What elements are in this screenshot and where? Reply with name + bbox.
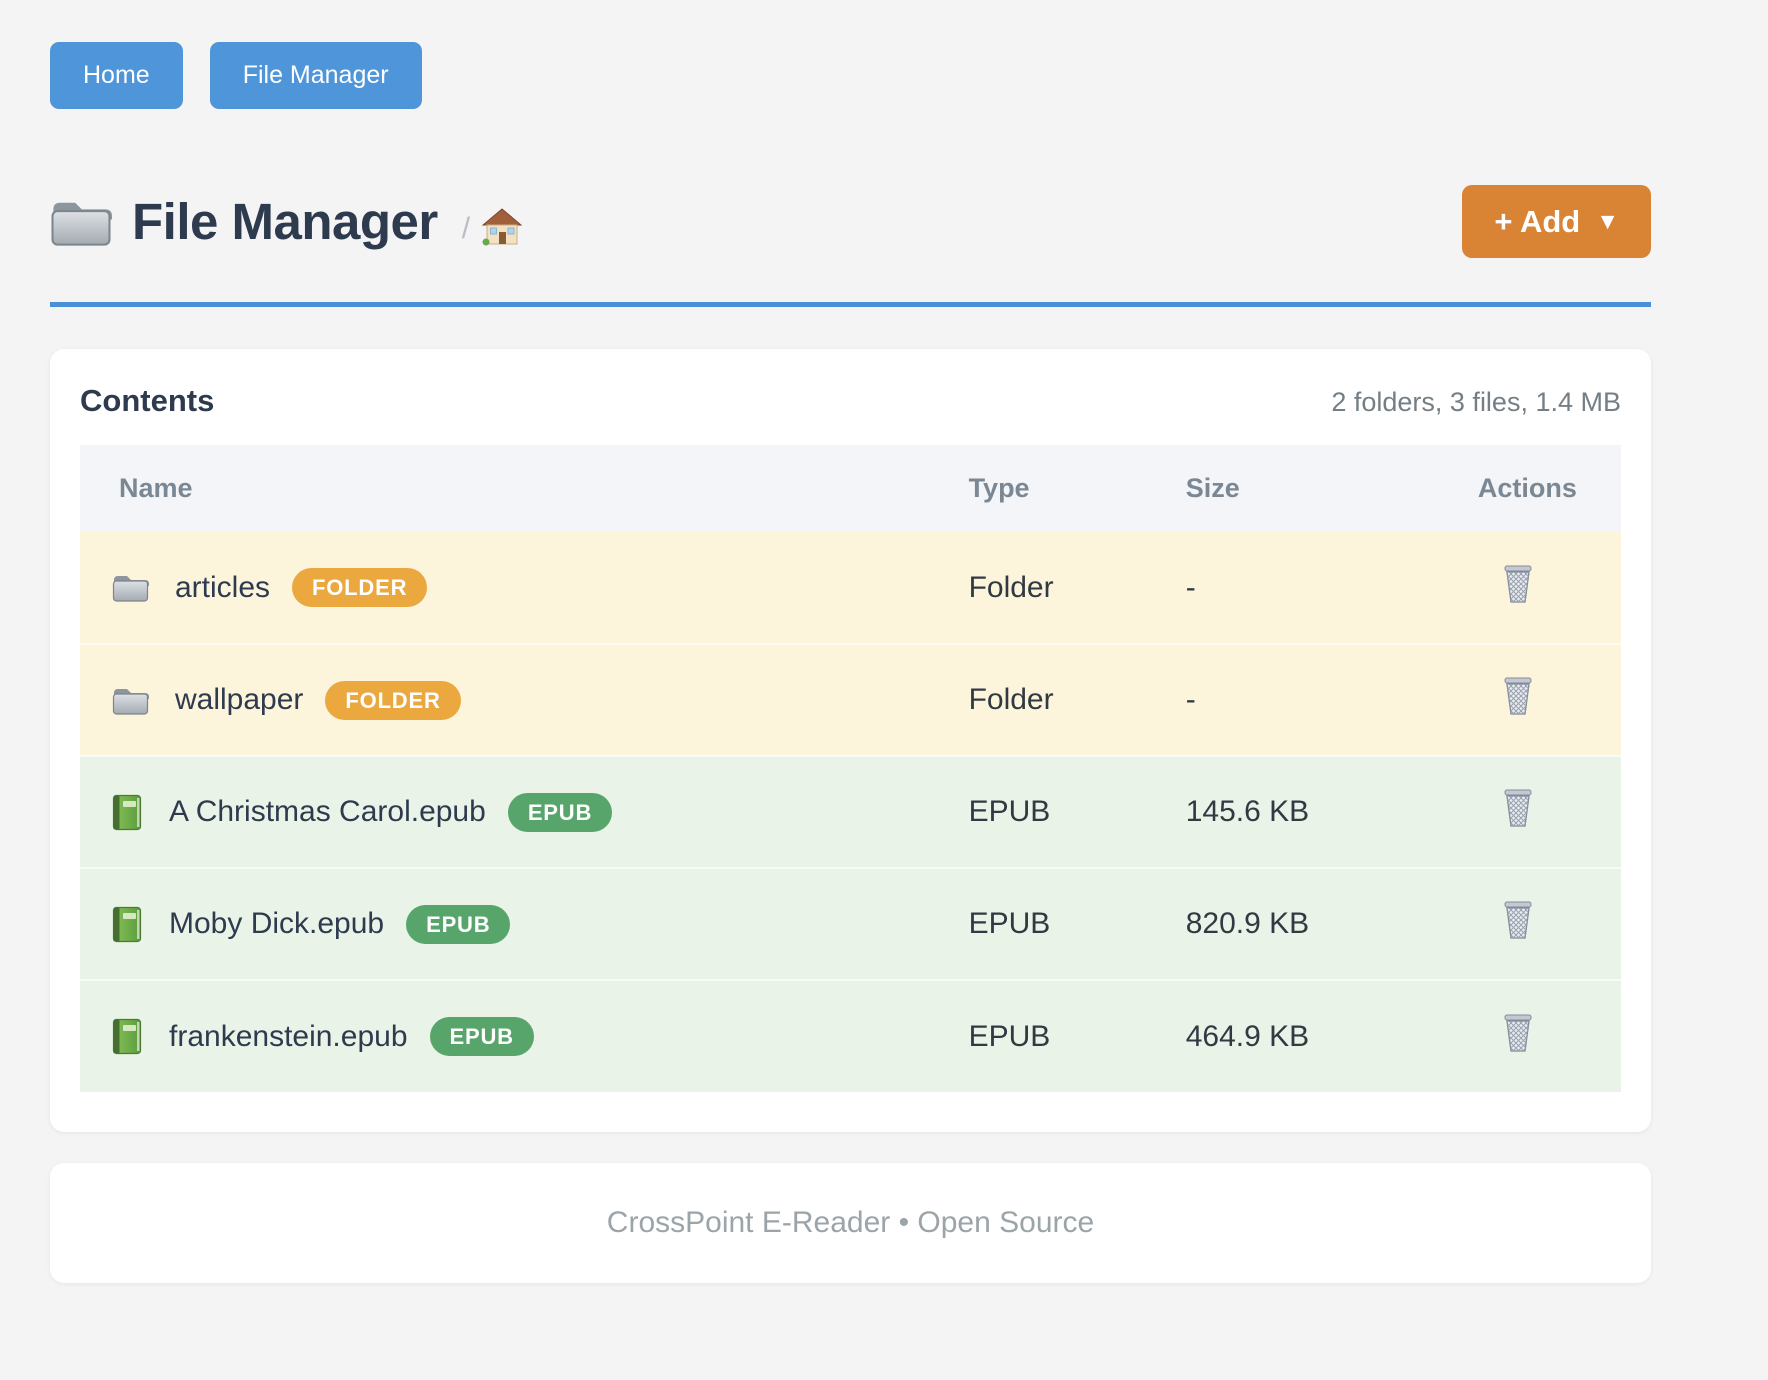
column-header-size: Size <box>1185 445 1461 532</box>
page-header: File Manager / + Add ▼ <box>50 185 1651 258</box>
nav-button-file-manager[interactable]: File Manager <box>209 42 422 109</box>
title-group: File Manager / <box>50 192 522 251</box>
column-header-name: Name <box>80 445 969 532</box>
contents-card-header: Contents 2 folders, 3 files, 1.4 MB <box>80 383 1621 419</box>
size-cell: 464.9 KB <box>1185 979 1461 1092</box>
file-name-link[interactable]: frankenstein.epub <box>169 1019 408 1053</box>
delete-button[interactable] <box>1461 676 1535 716</box>
trash-icon <box>1501 788 1535 828</box>
table-row: frankenstein.epub EPUB EPUB 464.9 KB <box>80 979 1621 1092</box>
contents-summary: 2 folders, 3 files, 1.4 MB <box>1331 387 1621 417</box>
trash-icon <box>1501 1013 1535 1053</box>
file-name-link[interactable]: A Christmas Carol.epub <box>169 795 486 828</box>
size-cell: 145.6 KB <box>1185 755 1461 868</box>
caret-down-icon: ▼ <box>1596 208 1619 234</box>
table-row: articles FOLDER Folder - <box>80 532 1621 644</box>
type-badge: FOLDER <box>325 680 461 720</box>
size-cell: - <box>1185 532 1461 644</box>
footer-card: CrossPoint E-Reader • Open Source <box>50 1163 1651 1283</box>
add-button[interactable]: + Add ▼ <box>1462 185 1651 258</box>
type-cell: EPUB <box>968 755 1186 868</box>
trash-icon <box>1501 676 1535 716</box>
delete-button[interactable] <box>1461 900 1535 940</box>
top-nav: Home File Manager <box>50 0 1651 109</box>
type-cell: EPUB <box>968 867 1186 980</box>
type-badge: FOLDER <box>292 568 428 607</box>
column-header-actions: Actions <box>1460 445 1621 532</box>
house-icon <box>482 208 522 246</box>
breadcrumb-separator: / <box>461 211 471 245</box>
folder-icon <box>112 572 149 603</box>
nav-button-home[interactable]: Home <box>50 42 183 109</box>
file-name-link[interactable]: articles <box>175 570 271 604</box>
file-name-link[interactable]: wallpaper <box>175 683 304 716</box>
footer-text: CrossPoint E-Reader • Open Source <box>606 1206 1095 1239</box>
delete-button[interactable] <box>1461 1013 1535 1053</box>
type-badge: EPUB <box>406 904 511 944</box>
table-row: Moby Dick.epub EPUB EPUB 820.9 KB <box>80 867 1621 980</box>
file-name-link[interactable]: Moby Dick.epub <box>169 907 385 940</box>
book-icon <box>112 1018 143 1055</box>
book-icon <box>112 794 143 831</box>
contents-title: Contents <box>80 383 215 418</box>
page-container: Home File Manager File Manager / + Add ▼… <box>50 0 1651 1353</box>
page-title: File Manager <box>132 193 438 250</box>
type-cell: EPUB <box>968 979 1186 1092</box>
column-header-type: Type <box>968 445 1186 532</box>
breadcrumb-home-link[interactable] <box>482 208 522 246</box>
type-badge: EPUB <box>429 1017 534 1056</box>
contents-card: Contents 2 folders, 3 files, 1.4 MB Name… <box>50 349 1651 1132</box>
type-badge: EPUB <box>507 792 613 832</box>
book-icon <box>112 906 143 943</box>
file-table-body: articles FOLDER Folder - wallpaper FOLDE… <box>80 532 1621 1092</box>
type-cell: Folder <box>968 532 1186 644</box>
add-button-label: + Add <box>1494 204 1581 239</box>
title-underline <box>50 302 1651 307</box>
folder-icon <box>112 685 149 716</box>
size-cell: - <box>1185 643 1461 756</box>
trash-icon <box>1501 900 1535 940</box>
type-cell: Folder <box>968 643 1186 756</box>
table-header-row: Name Type Size Actions <box>80 445 1621 532</box>
size-cell: 820.9 KB <box>1185 867 1461 980</box>
table-row: A Christmas Carol.epub EPUB EPUB 145.6 K… <box>80 755 1621 868</box>
file-table: Name Type Size Actions articles FOLDER F… <box>80 445 1621 1092</box>
trash-icon <box>1501 564 1535 604</box>
folder-icon <box>50 196 112 248</box>
table-row: wallpaper FOLDER Folder - <box>80 643 1621 756</box>
delete-button[interactable] <box>1461 564 1535 604</box>
delete-button[interactable] <box>1461 788 1535 828</box>
